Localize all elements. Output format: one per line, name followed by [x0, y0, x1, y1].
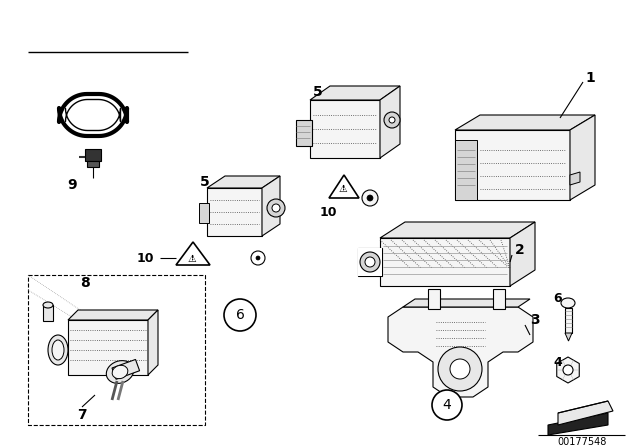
Polygon shape: [548, 413, 608, 435]
Bar: [358, 248, 382, 276]
Text: 9: 9: [67, 178, 77, 192]
Circle shape: [251, 251, 265, 265]
Text: 8: 8: [80, 276, 90, 290]
Ellipse shape: [52, 340, 64, 360]
Polygon shape: [557, 357, 579, 383]
Text: !: !: [342, 185, 346, 191]
Polygon shape: [262, 176, 280, 236]
Bar: [87, 161, 99, 167]
Ellipse shape: [106, 361, 134, 383]
Text: 4: 4: [443, 398, 451, 412]
Polygon shape: [329, 175, 359, 198]
Bar: [358, 248, 382, 276]
Ellipse shape: [43, 302, 53, 308]
Polygon shape: [565, 333, 572, 341]
Text: 5: 5: [200, 175, 210, 189]
Polygon shape: [455, 140, 477, 200]
Polygon shape: [380, 238, 510, 286]
Polygon shape: [68, 310, 158, 320]
Bar: [428, 289, 440, 309]
Text: 6: 6: [236, 308, 244, 322]
Bar: [43, 305, 53, 321]
Bar: [493, 289, 505, 309]
Polygon shape: [207, 176, 280, 188]
Text: 4: 4: [554, 356, 563, 369]
Circle shape: [389, 117, 395, 123]
Circle shape: [367, 195, 373, 201]
Polygon shape: [207, 188, 262, 236]
Polygon shape: [310, 86, 400, 100]
Circle shape: [450, 359, 470, 379]
Ellipse shape: [112, 365, 128, 379]
Text: 2: 2: [515, 243, 525, 257]
Bar: [296, 120, 312, 146]
Bar: [68, 320, 148, 375]
Bar: [112, 359, 140, 379]
Circle shape: [563, 365, 573, 375]
Text: 6: 6: [554, 292, 563, 305]
Circle shape: [256, 256, 260, 260]
Text: 5: 5: [313, 85, 323, 99]
Text: ⚠: ⚠: [188, 254, 196, 264]
Polygon shape: [310, 100, 380, 158]
Polygon shape: [148, 310, 158, 375]
Circle shape: [267, 199, 285, 217]
Ellipse shape: [48, 335, 68, 365]
Polygon shape: [558, 401, 613, 425]
Circle shape: [432, 390, 462, 420]
Circle shape: [224, 299, 256, 331]
Text: 10: 10: [136, 251, 154, 264]
Circle shape: [438, 347, 482, 391]
Polygon shape: [380, 222, 535, 238]
Polygon shape: [380, 86, 400, 158]
Circle shape: [384, 112, 400, 128]
Circle shape: [365, 257, 375, 267]
Polygon shape: [510, 222, 535, 286]
Text: 10: 10: [319, 207, 337, 220]
Ellipse shape: [561, 298, 575, 308]
Polygon shape: [403, 299, 530, 307]
Text: ⚠: ⚠: [339, 184, 348, 194]
Polygon shape: [176, 242, 210, 265]
Circle shape: [362, 190, 378, 206]
Polygon shape: [570, 172, 580, 185]
Bar: [199, 203, 209, 223]
Text: !: !: [191, 255, 195, 261]
Polygon shape: [455, 130, 570, 200]
Polygon shape: [570, 115, 595, 200]
Bar: [565, 308, 572, 333]
Circle shape: [360, 252, 380, 272]
Circle shape: [272, 204, 280, 212]
Polygon shape: [455, 115, 595, 130]
Polygon shape: [388, 307, 533, 397]
Polygon shape: [65, 99, 120, 130]
Text: 7: 7: [77, 408, 87, 422]
Bar: [85, 149, 101, 161]
Text: 00177548: 00177548: [557, 437, 607, 447]
Text: 3: 3: [530, 313, 540, 327]
Text: 1: 1: [585, 71, 595, 85]
